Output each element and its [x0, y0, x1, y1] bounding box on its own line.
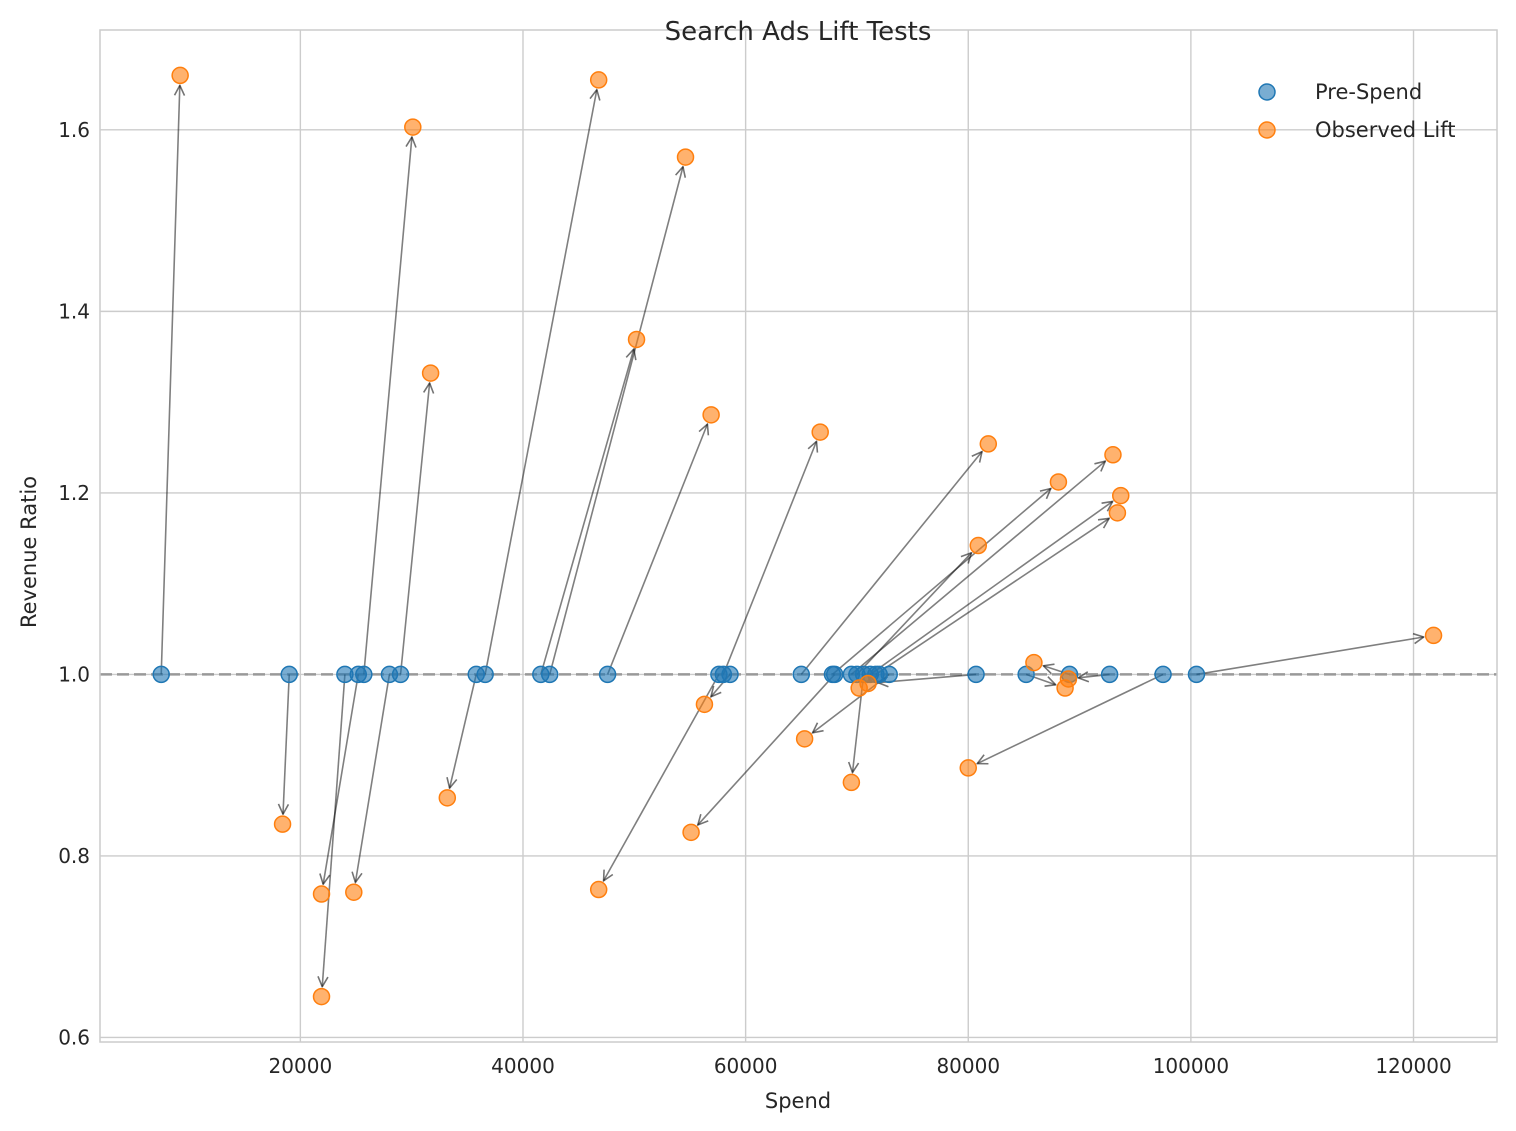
observed-lift-point: [404, 118, 422, 136]
pre-spend-point: [721, 665, 739, 684]
y-tick-label: 1.6: [58, 118, 90, 142]
pre-spend-point: [280, 665, 298, 684]
lift-arrow: [856, 553, 971, 675]
observed-lift-point: [1112, 486, 1130, 505]
observed-lift-point: [438, 789, 457, 807]
observed-lift-point: [676, 148, 695, 166]
observed-lift-point: [842, 773, 861, 792]
pre-spend-point: [967, 665, 985, 684]
pre-spend-point: [792, 665, 811, 684]
observed-lift-point: [1108, 504, 1127, 522]
pre-spend-point: [880, 665, 898, 684]
pre-spend-point: [1100, 665, 1119, 684]
observed-lift-point: [1104, 446, 1122, 464]
pre-spend-point: [1154, 665, 1172, 684]
lift-arrow: [355, 674, 391, 882]
pre-spend-point: [391, 665, 410, 684]
lift-arrow: [606, 424, 708, 675]
pre-spend-point: [476, 665, 494, 684]
y-tick-label: 0.6: [58, 1025, 90, 1049]
observed-lift-point: [795, 730, 814, 748]
lift-arrow: [399, 383, 430, 675]
legend-label-pre-spend: Pre-Spend: [1315, 80, 1422, 104]
lift-arrow: [698, 673, 836, 825]
observed-lift-point: [859, 674, 877, 693]
observed-lift-point: [421, 364, 440, 382]
lift-arrow: [363, 137, 412, 675]
pre-spend-point: [152, 665, 170, 684]
lift-arrow: [850, 461, 1105, 676]
observed-lift-point: [589, 71, 608, 89]
lift-arrow: [283, 674, 291, 814]
y-tick-label: 1.4: [58, 299, 90, 323]
lift-arrow: [484, 90, 597, 675]
observed-lift-point: [959, 759, 978, 777]
observed-lift-point: [695, 695, 714, 714]
lift-arrow: [831, 488, 1050, 676]
plot-frame: [99, 29, 1498, 1043]
x-tick-label: 100000: [1153, 1054, 1229, 1078]
observed-lift-point: [627, 330, 646, 349]
lift-arrow: [450, 674, 478, 788]
observed-lift-point: [979, 435, 998, 453]
observed-lift-point: [811, 423, 829, 441]
pre-spend-point: [1187, 665, 1206, 684]
lift-arrow: [322, 674, 346, 986]
legend-label-observed-lift: Observed Lift: [1315, 118, 1456, 142]
lift-arrow: [869, 501, 1112, 676]
data-points: [152, 66, 1443, 1006]
observed-lift-point: [682, 823, 700, 842]
pre-spend-point: [540, 665, 559, 684]
y-tick-label: 1.2: [58, 481, 90, 505]
y-tick-label: 1.0: [58, 662, 90, 686]
x-axis-label: Spend: [765, 1089, 831, 1113]
observed-lift-point: [312, 885, 331, 903]
legend-marker-pre-spend: [1258, 83, 1276, 101]
y-tick-label: 0.8: [58, 844, 90, 868]
observed-lift-point: [345, 883, 363, 901]
lift-arrow: [1196, 637, 1423, 676]
lift-arrow: [548, 167, 683, 675]
x-tick-label: 20000: [269, 1054, 333, 1078]
x-tick-label: 80000: [936, 1054, 1000, 1078]
lift-arrow: [323, 674, 360, 884]
lift-arrow: [800, 452, 982, 675]
legend-marker-observed-lift: [1258, 121, 1276, 139]
observed-lift-point: [969, 536, 988, 555]
observed-lift-point: [1049, 473, 1068, 491]
y-tick-labels: 0.6 0.8 1.0 1.2 1.4 1.6: [58, 118, 90, 1050]
observed-lift-point: [1059, 670, 1078, 688]
lift-arrow: [977, 673, 1164, 763]
observed-lift-point: [171, 66, 189, 85]
lift-arrow: [160, 85, 180, 675]
pre-spend-point: [355, 665, 373, 684]
observed-lift-point: [1424, 626, 1443, 645]
x-tick-label: 120000: [1375, 1054, 1451, 1078]
legend: Pre-Spend Observed Lift: [1258, 80, 1456, 142]
y-axis-label: Revenue Ratio: [17, 476, 41, 628]
lift-arrow: [722, 441, 816, 675]
pre-spend-point: [825, 665, 844, 684]
pre-spend-point: [598, 665, 617, 684]
lift-arrow: [540, 349, 634, 675]
observed-lift-point: [312, 987, 331, 1006]
lift-arrow: [875, 518, 1109, 676]
observed-lift-point: [273, 815, 292, 833]
plot-background: [100, 30, 1497, 1042]
x-tick-label: 40000: [491, 1054, 555, 1078]
observed-lift-point: [1025, 653, 1043, 672]
chart-title: Search Ads Lift Tests: [665, 17, 932, 47]
x-tick-labels: 20000 40000 60000 80000 100000 120000: [269, 1054, 1452, 1078]
observed-lift-point: [589, 880, 608, 899]
observed-lift-point: [702, 406, 720, 424]
x-tick-label: 60000: [714, 1054, 778, 1078]
